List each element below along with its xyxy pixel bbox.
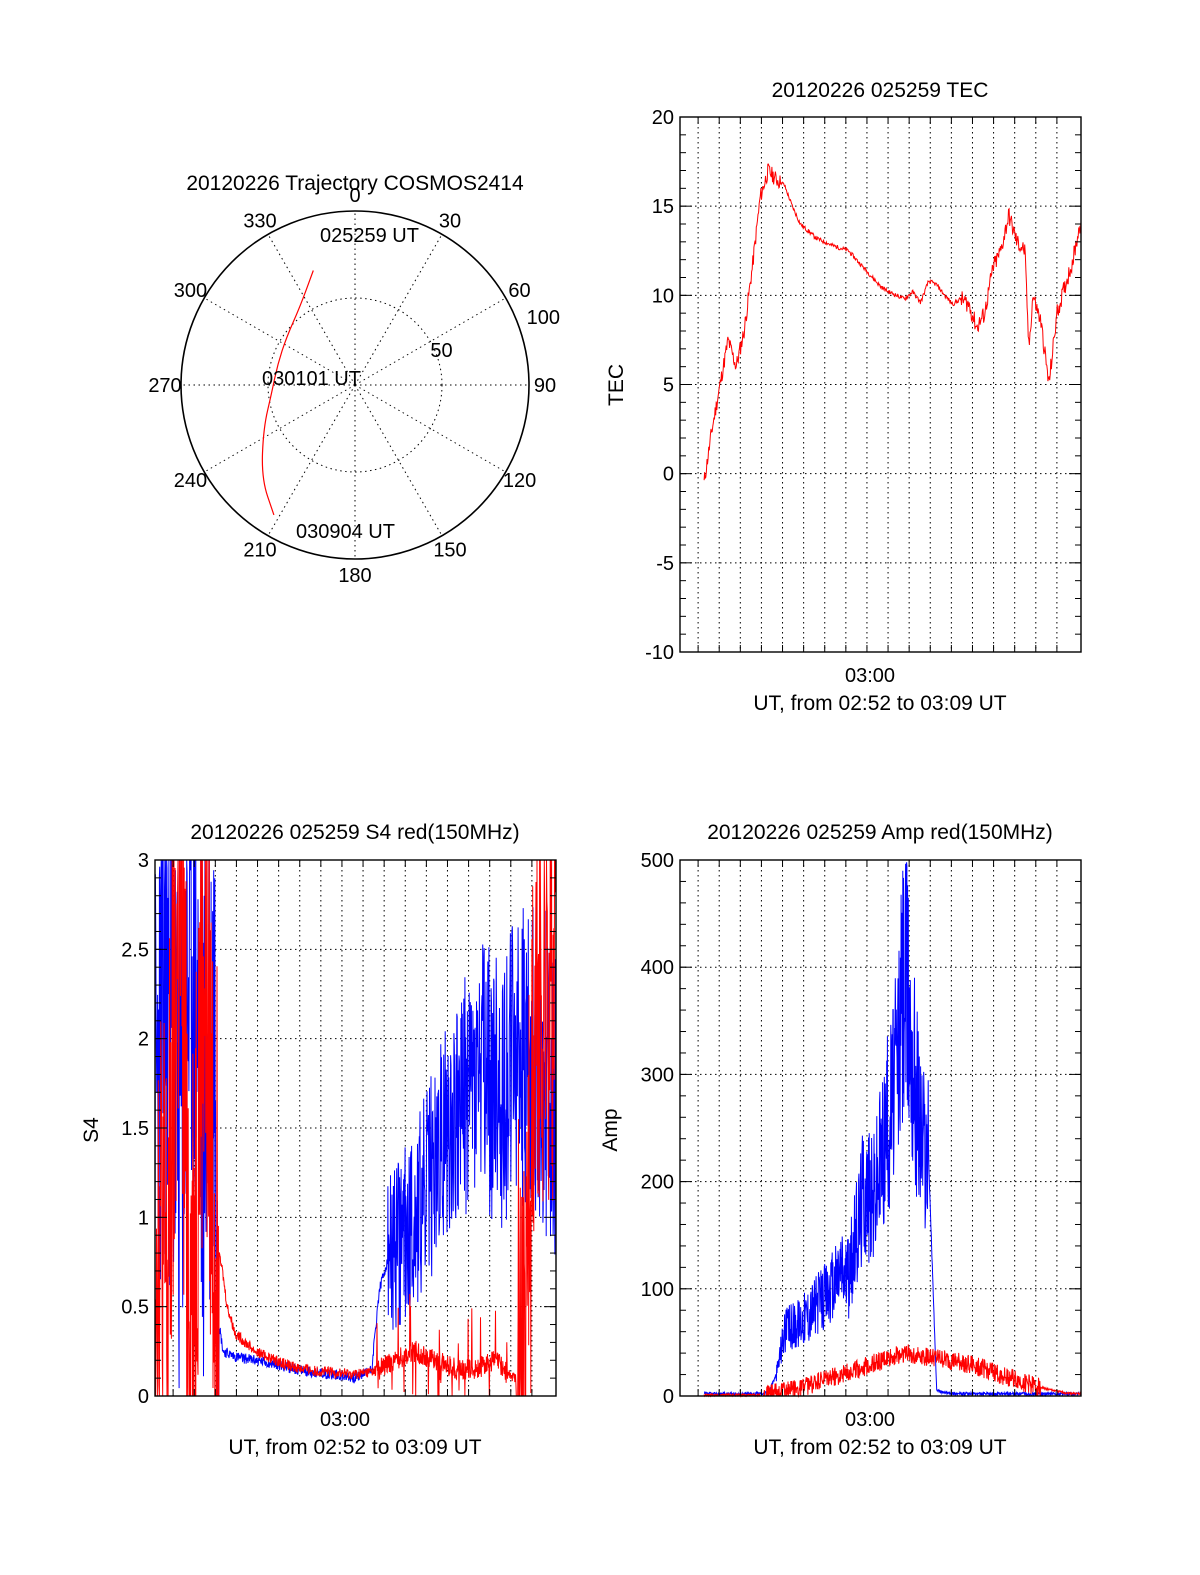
- y-tick-label: 500: [641, 850, 674, 872]
- tec-x-axis-label: UT, from 02:52 to 03:09 UT: [753, 692, 1006, 715]
- y-tick-label: 100: [641, 1279, 674, 1301]
- y-tick-label: 10: [652, 285, 674, 307]
- polar-spoke: [268, 385, 355, 536]
- tec-series: [704, 164, 1081, 480]
- azimuth-label: 90: [534, 375, 556, 397]
- polar-spoke: [355, 234, 442, 385]
- amp-title: 20120226 025259 Amp red(150MHz): [707, 821, 1053, 844]
- polar-trajectory-plot: 20120226 Trajectory COSMOS2414 030609012…: [148, 172, 560, 587]
- tec-panel: 20120226 025259 TEC -10-505101520 03:00 …: [605, 79, 1081, 715]
- polar-spoke: [268, 234, 355, 385]
- y-tick-label: 1: [138, 1207, 149, 1229]
- polar-spoke: [204, 385, 355, 472]
- y-tick-label: 0: [663, 464, 674, 486]
- s4-x-axis-label: UT, from 02:52 to 03:09 UT: [228, 1436, 481, 1459]
- y-tick-label: 1.5: [121, 1118, 149, 1140]
- tec-x-tick-label: 03:00: [845, 665, 895, 687]
- amp-panel: 20120226 025259 Amp red(150MHz) 0 100 200 3…: [599, 821, 1081, 1459]
- radial-label: 100: [527, 307, 560, 329]
- azimuth-label: 210: [243, 540, 276, 562]
- y-tick-label: 0: [138, 1386, 149, 1408]
- polar-radial-labels: 50 100: [430, 307, 560, 362]
- radial-label: 50: [430, 340, 452, 362]
- trajectory-line: [262, 271, 313, 515]
- annotation-end-time: 030904 UT: [296, 521, 395, 543]
- y-tick-label: 2: [138, 1029, 149, 1051]
- azimuth-label: 30: [439, 210, 461, 232]
- y-tick-label: 300: [641, 1064, 674, 1086]
- series-line: [704, 164, 1081, 480]
- tec-y-axis-label: TEC: [605, 364, 628, 406]
- azimuth-label: 300: [174, 280, 207, 302]
- y-tick-label: 20: [652, 107, 674, 129]
- azimuth-label: 60: [508, 280, 530, 302]
- annotation-mid-time: 030101 UT: [262, 368, 361, 390]
- azimuth-label: 120: [503, 470, 536, 492]
- amp-x-axis-label: UT, from 02:52 to 03:09 UT: [753, 1436, 1006, 1459]
- azimuth-label: 330: [243, 210, 276, 232]
- tec-y-tick-labels: -10 -5 0 5 10 15 20: [645, 107, 674, 664]
- y-tick-label: 3: [138, 850, 149, 872]
- y-tick-label: -10: [645, 642, 674, 664]
- azimuth-label: 0: [349, 185, 360, 207]
- s4-panel: 20120226 025259 S4 red(150MHz) 0 0.5 1 1.5 2…: [80, 821, 556, 1459]
- y-tick-label: 400: [641, 957, 674, 979]
- azimuth-label: 180: [338, 565, 371, 587]
- y-tick-label: 200: [641, 1172, 674, 1194]
- y-tick-label: 5: [663, 375, 674, 397]
- y-tick-label: 0: [663, 1386, 674, 1408]
- y-tick-label: -5: [656, 553, 674, 575]
- series-line: [704, 862, 1081, 1395]
- amp-y-tick-labels: 0 100 200 300 400 500: [641, 850, 674, 1408]
- amp-series: [704, 862, 1081, 1396]
- tec-title: 20120226 025259 TEC: [772, 79, 989, 102]
- y-tick-label: 0.5: [121, 1297, 149, 1319]
- amp-x-tick-label: 03:00: [845, 1409, 895, 1431]
- s4-y-axis-label: S4: [80, 1117, 103, 1143]
- azimuth-label: 270: [148, 375, 181, 397]
- y-tick-label: 2.5: [121, 939, 149, 961]
- s4-y-tick-labels: 0 0.5 1 1.5 2 2.5 3: [121, 850, 149, 1408]
- y-tick-label: 15: [652, 196, 674, 218]
- s4-x-tick-label: 03:00: [320, 1409, 370, 1431]
- azimuth-label: 150: [433, 540, 466, 562]
- azimuth-label: 240: [174, 470, 207, 492]
- amp-y-axis-label: Amp: [599, 1108, 622, 1151]
- s4-title: 20120226 025259 S4 red(150MHz): [190, 821, 519, 844]
- tec-grid: [680, 117, 1081, 652]
- annotation-start-time: 025259 UT: [320, 225, 419, 247]
- series-line: [704, 1344, 1081, 1396]
